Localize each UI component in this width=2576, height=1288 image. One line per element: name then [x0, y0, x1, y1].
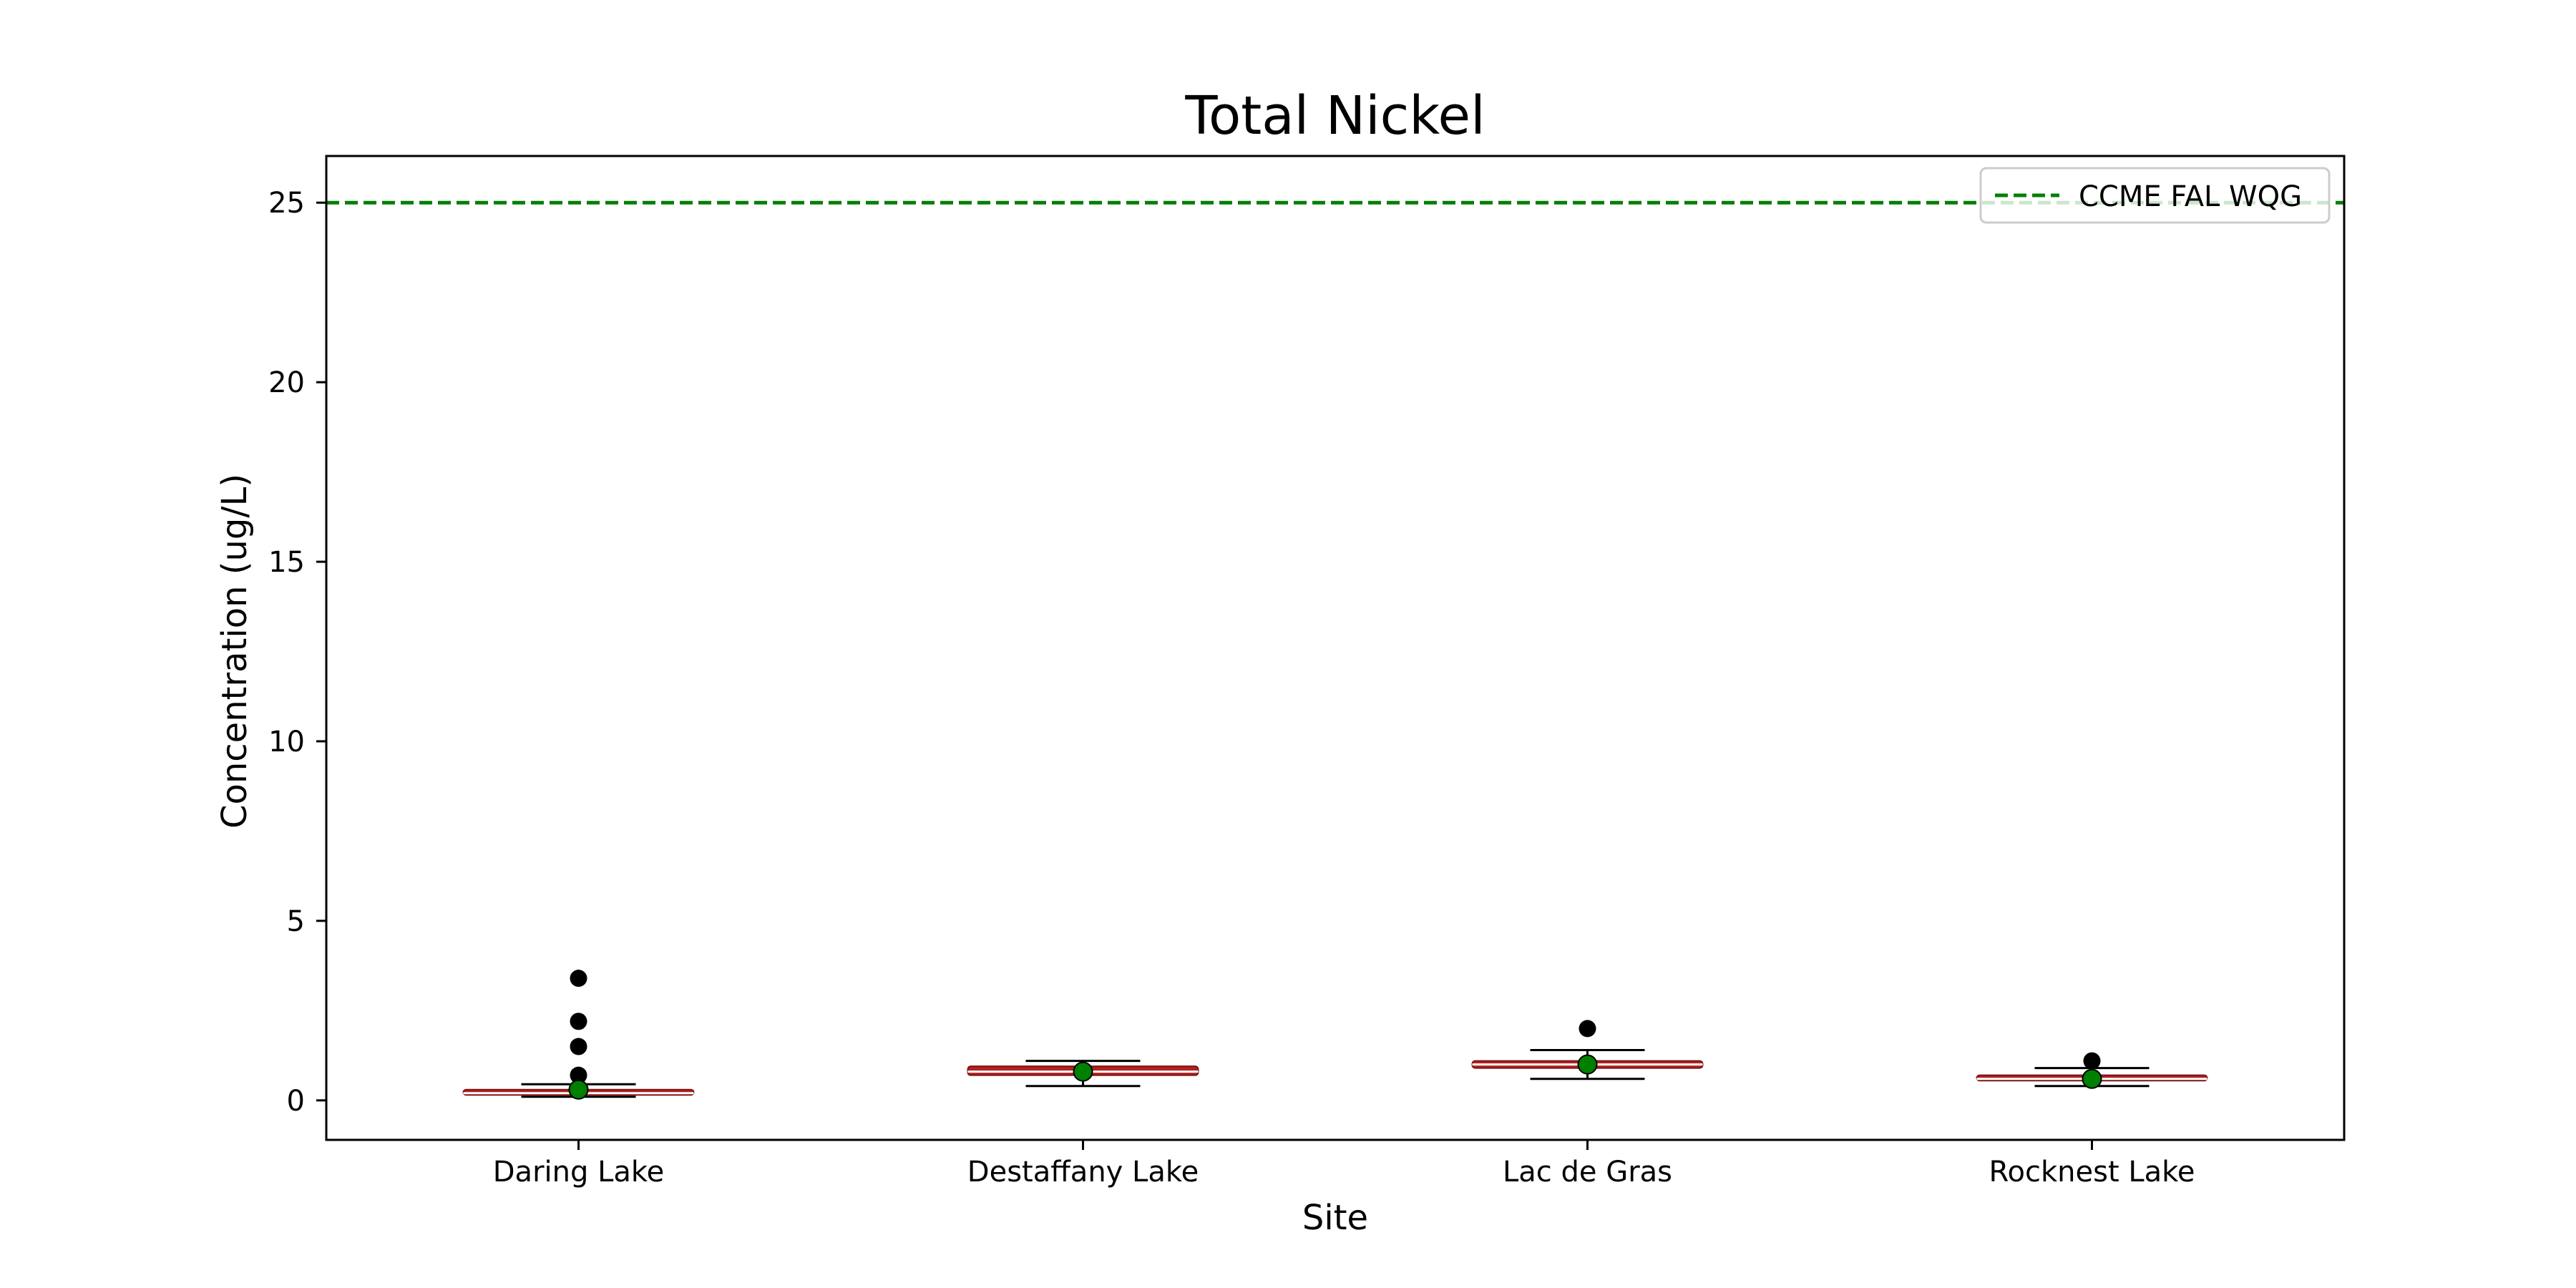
x-tick-label: Daring Lake	[493, 1156, 664, 1189]
outlier-point	[570, 970, 587, 987]
outlier-point	[1579, 1020, 1596, 1038]
plot-frame	[325, 155, 2346, 1141]
legend-label: CCME FAL WQG	[2079, 180, 2302, 213]
outlier-point	[570, 1038, 587, 1055]
x-tick-label: Lac de Gras	[1503, 1156, 1672, 1189]
y-tick-label: 0	[287, 1085, 305, 1118]
y-tick-label: 5	[287, 905, 305, 938]
y-tick-label: 25	[268, 187, 305, 220]
y-tick-label: 20	[268, 366, 305, 399]
mean-marker	[2082, 1068, 2102, 1089]
legend: CCME FAL WQG	[1979, 167, 2331, 224]
y-axis-label: Concentration (ug/L)	[215, 474, 255, 829]
outlier-point	[570, 1013, 587, 1030]
outlier-point	[570, 1066, 587, 1084]
outlier-point	[2083, 1052, 2101, 1070]
x-tick-label: Rocknest Lake	[1989, 1156, 2195, 1189]
y-tick-label: 15	[268, 546, 305, 579]
mean-marker	[1577, 1054, 1598, 1075]
mean-marker	[1073, 1061, 1093, 1082]
x-axis-label: Site	[1302, 1198, 1368, 1238]
chart-title: Total Nickel	[1184, 85, 1485, 147]
x-tick-label: Destaffany Lake	[967, 1156, 1199, 1189]
mean-marker	[568, 1079, 589, 1100]
y-tick-label: 10	[268, 726, 305, 758]
legend-box	[1979, 167, 2331, 224]
plot-area: 0 5 10 15 20 25 Daring Lake Destaffany Lake Lac …	[268, 187, 2344, 1189]
